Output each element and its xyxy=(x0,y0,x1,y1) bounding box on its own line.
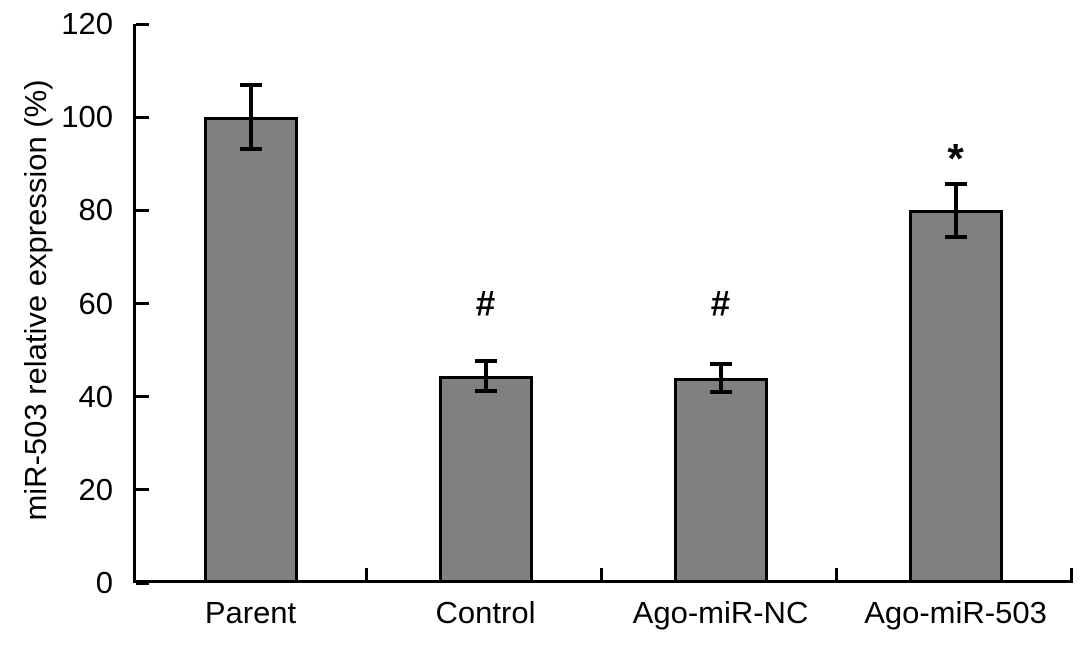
significance-marker-hash: # xyxy=(475,284,496,323)
error-bar-cap xyxy=(709,362,732,367)
error-bar-cap xyxy=(474,358,497,363)
x-category-label: Parent xyxy=(204,595,297,630)
y-tick-label: 100 xyxy=(61,99,113,135)
error-bar-line xyxy=(248,85,253,149)
x-tick-mark xyxy=(835,568,838,581)
bar xyxy=(673,378,768,583)
x-category-label: Ago-miR-503 xyxy=(864,595,1047,630)
y-tick-mark xyxy=(136,302,149,305)
y-tick-mark xyxy=(136,488,149,492)
error-bar-cap xyxy=(944,234,967,239)
plot-area xyxy=(133,24,1073,583)
error-bar-line xyxy=(718,364,723,392)
error-bar-cap xyxy=(239,146,262,151)
y-tick-label: 0 xyxy=(95,565,113,600)
bar xyxy=(438,375,533,583)
x-tick-mark xyxy=(1070,568,1073,581)
y-tick-mark xyxy=(136,208,149,212)
error-bar-cap xyxy=(944,181,967,186)
x-category-label: Ago-miR-NC xyxy=(632,595,809,630)
y-tick-mark xyxy=(136,581,149,585)
y-tick-mark xyxy=(136,395,149,399)
error-bar-line xyxy=(483,360,488,391)
significance-marker-hash: # xyxy=(710,284,731,323)
x-category-label: Control xyxy=(435,595,536,630)
y-tick-label: 60 xyxy=(78,285,113,321)
error-bar-cap xyxy=(239,83,262,88)
significance-marker-asterisk: * xyxy=(947,135,964,183)
error-bar-cap xyxy=(709,390,732,394)
y-tick-label: 20 xyxy=(78,471,113,507)
error-bar-cap xyxy=(474,388,497,393)
y-tick-label: 120 xyxy=(61,6,113,41)
x-tick-mark xyxy=(600,568,603,581)
bar xyxy=(203,117,298,583)
bar xyxy=(908,210,1003,583)
y-tick-mark xyxy=(136,115,149,119)
y-tick-label: 40 xyxy=(78,378,113,414)
x-tick-mark xyxy=(365,568,368,581)
error-bar-line xyxy=(953,183,958,237)
y-tick-mark xyxy=(136,22,149,26)
y-tick-label: 80 xyxy=(78,192,113,228)
